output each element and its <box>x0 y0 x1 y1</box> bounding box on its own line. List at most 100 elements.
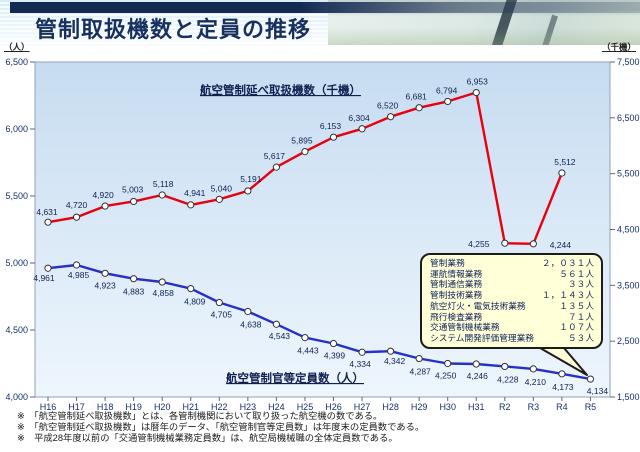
callout-row-value: ５３人 <box>567 332 594 343</box>
callout-row-label: 管制通信業務 <box>430 279 483 290</box>
data-label: 5,895 <box>291 136 313 146</box>
x-axis-label: H30 <box>439 402 456 412</box>
left-axis-tick-label: 4,500 <box>5 325 28 335</box>
data-point <box>472 88 480 97</box>
callout-rows: 管制業務 ２，０３１人 運航情報業務 ５６１人 管制通信業務 ３３人 管制技術業務 １，１４３… <box>430 258 594 344</box>
footnote: ※ 「航空管制延べ取扱機数」とは、各管制機関において取り扱った航空機の数である。 <box>17 411 383 421</box>
callout-row: システム開発評価管理業務 ５３人 <box>430 333 594 344</box>
callout-row-label: 管制技術業務 <box>430 290 483 301</box>
data-point <box>387 113 395 121</box>
callout-row: 運航情報業務 ５６１人 <box>430 269 594 280</box>
staff-series-title: 航空管制官等定員数（人） <box>226 371 364 385</box>
header-band: 管制取扱機数と定員の推移 <box>0 0 640 46</box>
data-point <box>44 264 52 272</box>
data-point <box>101 269 109 277</box>
footnotes: ※ 「航空管制延べ取扱機数」とは、各管制機関において取り扱った航空機の数である。… <box>17 411 627 445</box>
x-axis-label: H28 <box>382 402 399 412</box>
data-label: 6,304 <box>348 113 370 123</box>
callout-row-value: ２，０３１人 <box>541 258 594 268</box>
right-axis-unit: （千機） <box>601 42 636 52</box>
right-axis-tick-label: 7,500 <box>617 57 640 67</box>
x-axis-label: H17 <box>68 402 85 412</box>
data-label: 4,638 <box>240 320 262 330</box>
x-axis-label: H21 <box>182 402 199 412</box>
data-point <box>586 375 595 383</box>
data-point <box>529 240 537 248</box>
data-label: 4,941 <box>184 188 206 198</box>
x-axis-label: H16 <box>40 402 57 412</box>
right-axis-tick-label: 4,500 <box>617 225 640 235</box>
x-axis-label: H19 <box>125 402 142 412</box>
callout-row-value: １０７人 <box>559 322 594 333</box>
data-point <box>301 334 309 342</box>
data-point <box>158 191 166 199</box>
data-label: 4,923 <box>94 280 116 290</box>
data-point <box>558 169 566 177</box>
data-label: 4,287 <box>410 367 432 377</box>
data-label: 4,720 <box>66 200 88 210</box>
data-point <box>72 261 81 269</box>
data-point <box>444 359 452 368</box>
data-label: 4,920 <box>92 190 114 200</box>
x-axis-label: R3 <box>528 402 540 412</box>
x-axis-label: H24 <box>268 402 285 412</box>
x-axis-label: H25 <box>297 402 314 412</box>
data-point <box>358 125 366 133</box>
data-label: 4,334 <box>349 359 371 369</box>
line-chart: 6,500 6,000 5,500 5,000 4,500 4,000 7,500 6,500… <box>5 57 640 412</box>
footnote: ※ 「航空管制延べ取扱機数」は暦年のデータ、「航空管制官等定員数」は年度末の定員… <box>17 422 425 433</box>
callout-row: 交通管制機械業務 １０７人 <box>430 322 594 333</box>
data-point <box>272 163 280 171</box>
x-axis-label: H23 <box>240 402 257 412</box>
staff-breakdown-callout: 管制業務 ２，０３１人 運航情報業務 ５６１人 管制通信業務 ３３人 管制技術業務 １，１４３… <box>420 253 603 349</box>
data-label: 5,003 <box>122 184 144 194</box>
data-point <box>472 360 480 368</box>
callout-row-value: ７１人 <box>567 311 594 322</box>
data-point <box>101 202 109 210</box>
data-label: 5,191 <box>240 174 262 184</box>
callout-row-label: 飛行検査業務 <box>430 311 483 322</box>
callout-row-value: ５６１人 <box>559 268 594 279</box>
data-label: 4,883 <box>123 287 145 297</box>
data-point <box>558 370 566 378</box>
header-accent-bar <box>10 2 640 13</box>
data-point <box>215 298 223 307</box>
footnote: ※ 平成28年度以前の「交通管制機械業務定員数」は、航空局機械職の全体定員数であ… <box>17 433 398 444</box>
data-point <box>501 239 509 247</box>
data-label: 5,040 <box>211 183 233 193</box>
callout-row: 航空灯火・電気技術業務 １３５人 <box>430 301 594 312</box>
data-point <box>358 348 366 356</box>
left-axis-tick-label: 5,500 <box>5 191 28 201</box>
x-axis-label: H26 <box>325 402 342 412</box>
x-axis-label: R4 <box>556 402 568 412</box>
data-label: 4,250 <box>435 371 457 381</box>
data-label: 5,512 <box>554 157 576 167</box>
x-axis-label: H20 <box>154 402 171 412</box>
data-label: 4,228 <box>497 374 519 384</box>
callout-row-label: 航空灯火・電気技術業務 <box>430 300 526 311</box>
x-axis-label: R2 <box>499 402 511 412</box>
data-label: 4,244 <box>550 240 572 250</box>
callout-row: 管制通信業務 ３３人 <box>430 279 594 290</box>
traffic-series-title: 航空管制延べ取扱機数（千機） <box>200 83 361 97</box>
data-label: 4,961 <box>33 273 55 283</box>
data-label: 4,173 <box>552 382 574 392</box>
callout-row-value: １３５人 <box>559 300 594 311</box>
staff-series-line <box>47 263 591 381</box>
data-point <box>130 275 138 283</box>
data-point <box>329 133 338 141</box>
data-point <box>387 347 395 355</box>
callout-row-label: 運航情報業務 <box>430 268 483 279</box>
data-label: 4,858 <box>153 288 175 298</box>
data-point <box>329 339 338 348</box>
right-axis-tick-label: 1,500 <box>617 392 640 402</box>
data-label: 4,134 <box>587 386 609 396</box>
data-label: 4,985 <box>68 270 90 280</box>
data-point <box>301 148 309 156</box>
data-label: 6,953 <box>467 77 489 87</box>
data-point <box>187 201 195 209</box>
right-axis-tick-label: 3,500 <box>617 280 640 290</box>
data-label: 4,210 <box>525 377 547 387</box>
data-point <box>444 97 452 106</box>
